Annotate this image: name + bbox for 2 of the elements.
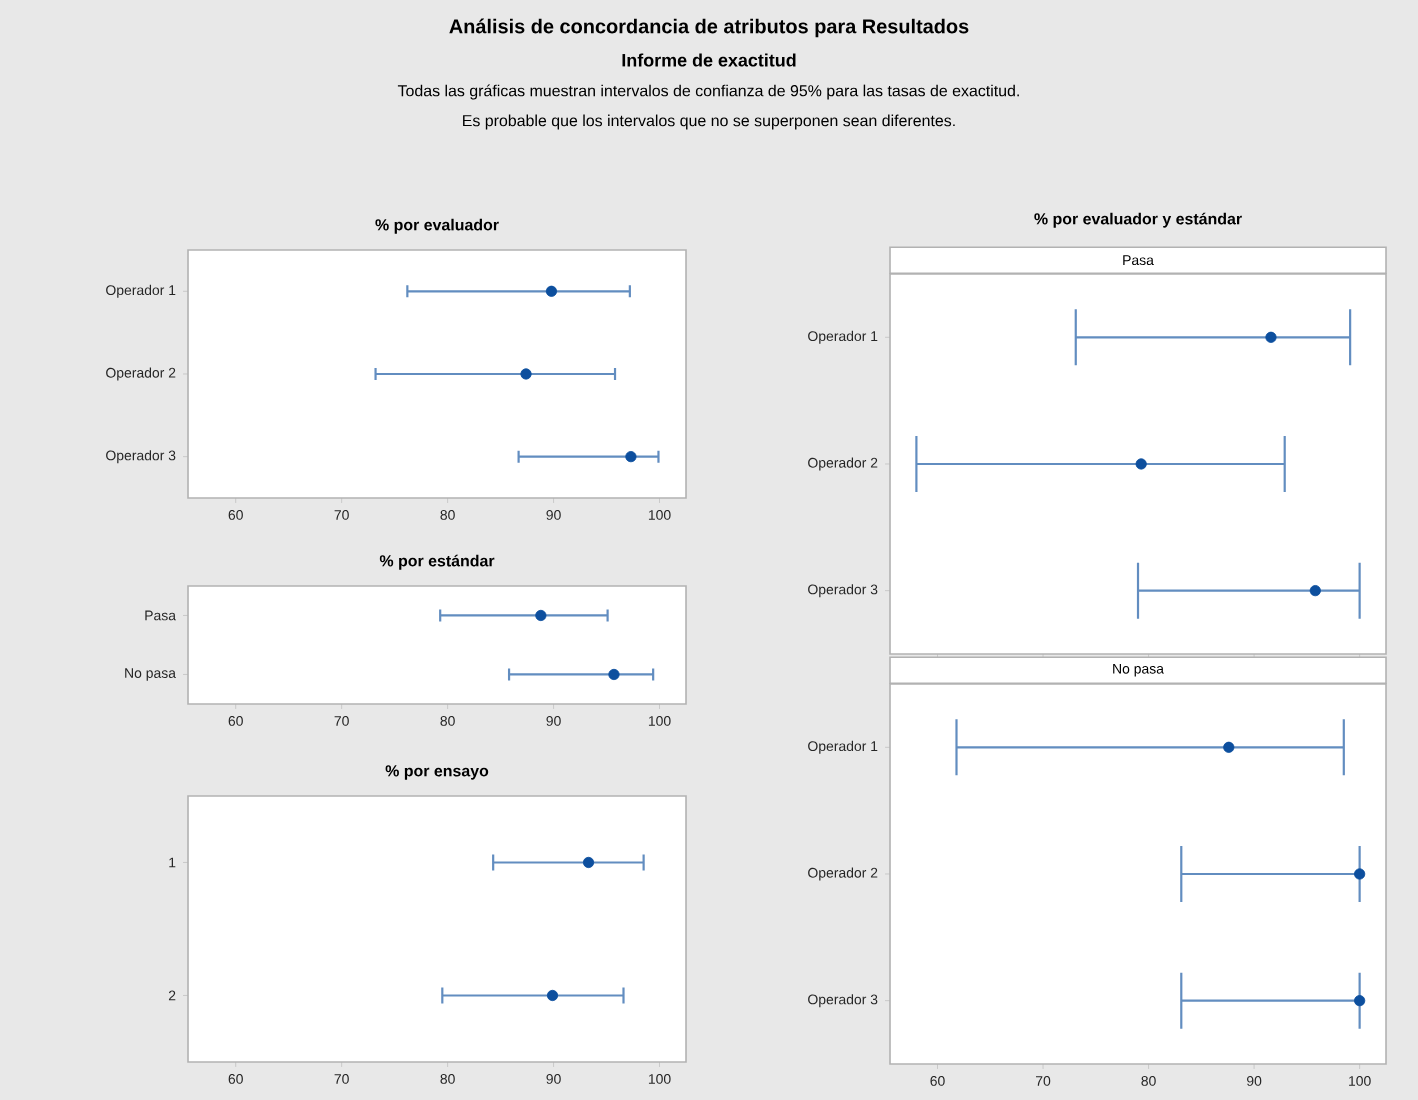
text: Análisis de concordancia de atributos para Resultados xyxy=(449,18,969,38)
text: Informe de exactitud xyxy=(622,53,796,67)
